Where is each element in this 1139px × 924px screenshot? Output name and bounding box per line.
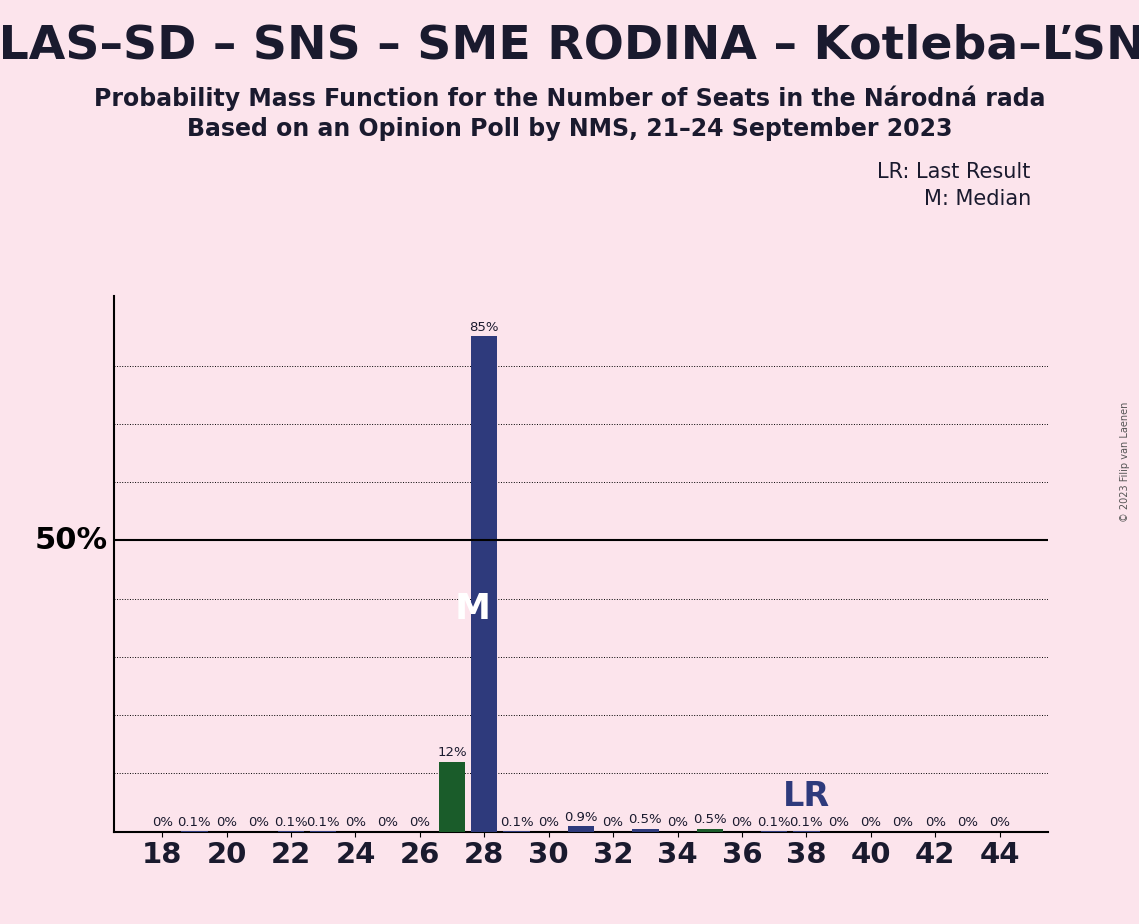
Bar xyxy=(632,829,658,832)
Bar xyxy=(697,829,723,832)
Text: 0%: 0% xyxy=(828,816,849,829)
Text: 0%: 0% xyxy=(345,816,366,829)
Bar xyxy=(472,336,498,832)
Text: 12%: 12% xyxy=(437,747,467,760)
Text: Probability Mass Function for the Number of Seats in the Národná rada: Probability Mass Function for the Number… xyxy=(93,85,1046,111)
Text: 0%: 0% xyxy=(603,816,623,829)
Text: 0%: 0% xyxy=(216,816,237,829)
Text: 0%: 0% xyxy=(377,816,399,829)
Text: 0.1%: 0.1% xyxy=(178,816,211,829)
Text: LR: Last Result: LR: Last Result xyxy=(877,162,1031,182)
Text: 0%: 0% xyxy=(409,816,431,829)
Text: 0%: 0% xyxy=(248,816,269,829)
Text: 0%: 0% xyxy=(925,816,945,829)
Text: LR: LR xyxy=(782,780,830,813)
Bar xyxy=(567,826,595,832)
Text: 0%: 0% xyxy=(989,816,1010,829)
Text: 0%: 0% xyxy=(151,816,173,829)
Text: 85%: 85% xyxy=(469,322,499,334)
Text: © 2023 Filip van Laenen: © 2023 Filip van Laenen xyxy=(1121,402,1130,522)
Text: M: M xyxy=(454,591,491,626)
Text: 0.1%: 0.1% xyxy=(306,816,341,829)
Text: 0.1%: 0.1% xyxy=(274,816,308,829)
Text: 0%: 0% xyxy=(667,816,688,829)
Text: 0%: 0% xyxy=(731,816,753,829)
Text: 0%: 0% xyxy=(860,816,882,829)
Bar xyxy=(439,761,465,832)
Text: 0.1%: 0.1% xyxy=(789,816,823,829)
Text: 0%: 0% xyxy=(957,816,978,829)
Text: 0.9%: 0.9% xyxy=(564,811,598,824)
Text: 0%: 0% xyxy=(893,816,913,829)
Text: 0.5%: 0.5% xyxy=(629,813,662,826)
Text: HLAS–SD – SNS – SME RODINA – Kotleba–ĽSNS: HLAS–SD – SNS – SME RODINA – Kotleba–ĽSN… xyxy=(0,23,1139,68)
Text: Based on an Opinion Poll by NMS, 21–24 September 2023: Based on an Opinion Poll by NMS, 21–24 S… xyxy=(187,117,952,141)
Text: 0.1%: 0.1% xyxy=(757,816,790,829)
Text: 0.1%: 0.1% xyxy=(500,816,533,829)
Text: M: Median: M: Median xyxy=(924,189,1031,210)
Text: 0.5%: 0.5% xyxy=(693,813,727,826)
Text: 50%: 50% xyxy=(35,526,108,554)
Text: 0%: 0% xyxy=(539,816,559,829)
